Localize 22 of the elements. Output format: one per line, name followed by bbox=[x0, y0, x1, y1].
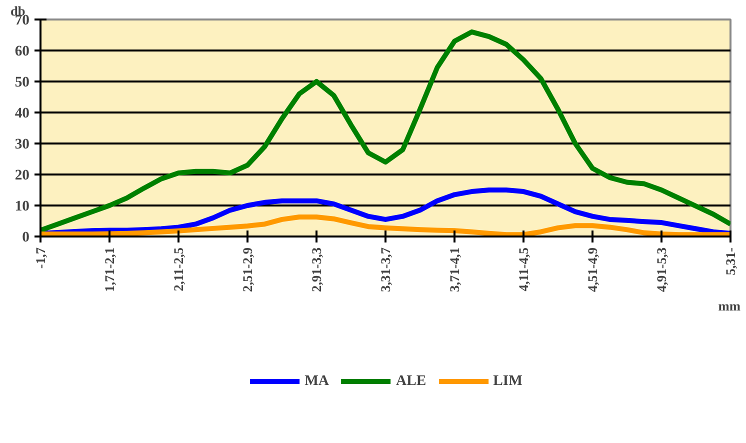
legend-label: LIM bbox=[493, 372, 522, 390]
x-tick-label: 2,91-3,3 bbox=[309, 247, 324, 292]
y-tick-label: 30 bbox=[14, 136, 30, 152]
y-tick-label: 10 bbox=[14, 198, 30, 214]
y-tick-label: 20 bbox=[14, 168, 30, 184]
y-tick-label: 60 bbox=[14, 44, 30, 60]
x-tick-label: 1,71-2,1 bbox=[102, 247, 117, 292]
x-tick-label: 2,51-2,9 bbox=[240, 247, 255, 292]
x-tick-label: 4,51-4,9 bbox=[585, 247, 600, 292]
y-tick-label: 50 bbox=[14, 74, 30, 90]
x-tick-label: 2,11-2,5 bbox=[171, 247, 186, 292]
x-tick-label: 3,71-4,1 bbox=[447, 247, 462, 292]
y-tick-label: 40 bbox=[14, 106, 30, 122]
x-tick-label: 4,91-5,3 bbox=[654, 247, 669, 292]
x-tick-label: 5,31- bbox=[723, 247, 738, 276]
x-axis-title: mm bbox=[718, 298, 741, 314]
legend-label: ALE bbox=[396, 372, 426, 390]
legend-label: MA bbox=[304, 372, 329, 390]
x-tick-label: -1,7 bbox=[33, 247, 48, 269]
y-tick-label: 0 bbox=[22, 230, 30, 246]
x-tick-label: 3,31-3,7 bbox=[378, 247, 393, 292]
x-tick-label: 4,11-4,5 bbox=[516, 247, 531, 292]
